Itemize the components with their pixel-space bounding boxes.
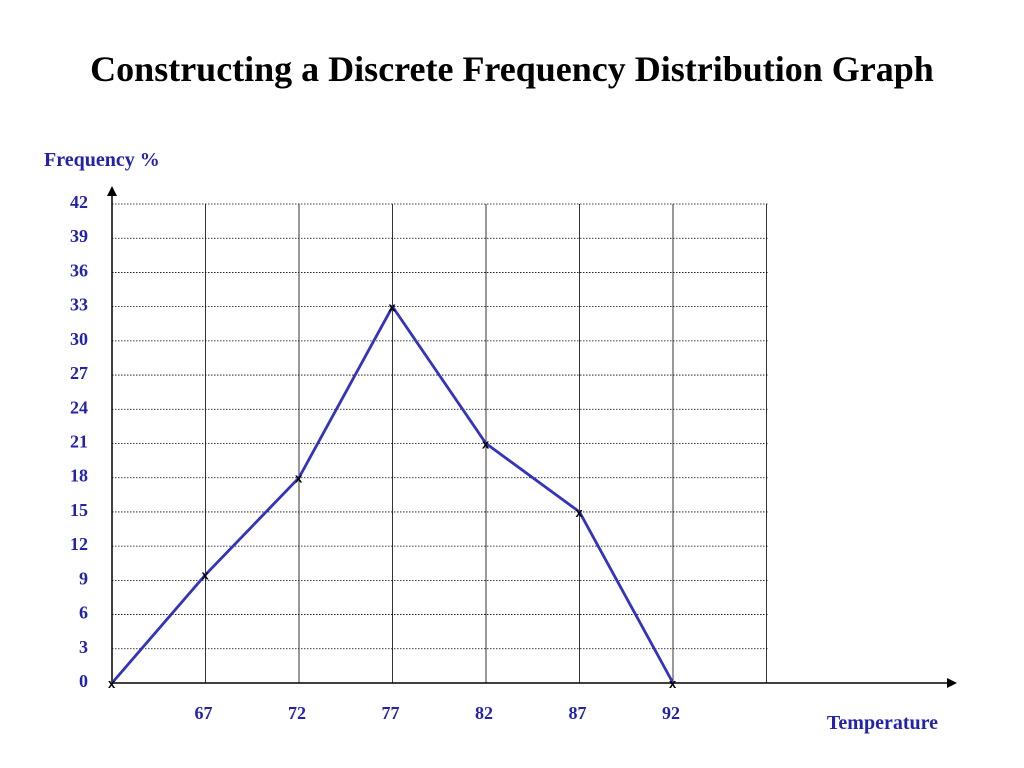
data-point-marker: x xyxy=(108,676,116,691)
y-tick-label: 24 xyxy=(70,397,88,417)
x-axis-title: Temperature xyxy=(827,712,938,734)
y-tick-label: 9 xyxy=(79,568,88,588)
y-tick-label: 15 xyxy=(70,500,88,520)
data-point-marker: x xyxy=(669,676,677,691)
x-tick-label: 72 xyxy=(288,703,306,723)
y-axis-arrow xyxy=(107,186,117,196)
grid-layer xyxy=(112,203,768,683)
y-tick-label: 6 xyxy=(79,603,88,623)
data-point-marker: x xyxy=(576,505,584,520)
x-tick-label: 82 xyxy=(475,703,493,723)
data-point-marker: x xyxy=(202,568,210,583)
y-tick-label: 21 xyxy=(70,432,88,452)
y-axis-title: Frequency % xyxy=(44,149,160,171)
x-tick-label: 67 xyxy=(195,703,213,723)
y-tick-label: 42 xyxy=(70,192,88,212)
data-point-marker: x xyxy=(295,471,303,486)
y-tick-label: 27 xyxy=(70,363,88,383)
y-tick-label: 36 xyxy=(70,260,88,280)
y-tick-label: 39 xyxy=(70,226,88,246)
markers-layer: x x x x x x x xyxy=(108,300,677,691)
x-tick-label: 87 xyxy=(569,703,587,723)
x-tick-label: 92 xyxy=(662,703,680,723)
y-tick-label: 18 xyxy=(70,466,88,486)
data-point-marker: x xyxy=(482,437,490,452)
data-point-marker: x xyxy=(389,300,397,315)
y-tick-label: 0 xyxy=(79,671,88,691)
y-tick-label: 33 xyxy=(70,295,88,315)
x-tick-label: 77 xyxy=(382,703,400,723)
series-layer xyxy=(110,303,675,684)
y-tick-label: 30 xyxy=(70,329,88,349)
page-title: Constructing a Discrete Frequency Distri… xyxy=(90,49,934,89)
y-tick-label: 12 xyxy=(70,534,88,554)
series-line xyxy=(110,303,675,684)
axes-layer xyxy=(107,186,957,688)
x-axis-arrow xyxy=(947,678,957,688)
y-tick-label: 3 xyxy=(79,637,88,657)
